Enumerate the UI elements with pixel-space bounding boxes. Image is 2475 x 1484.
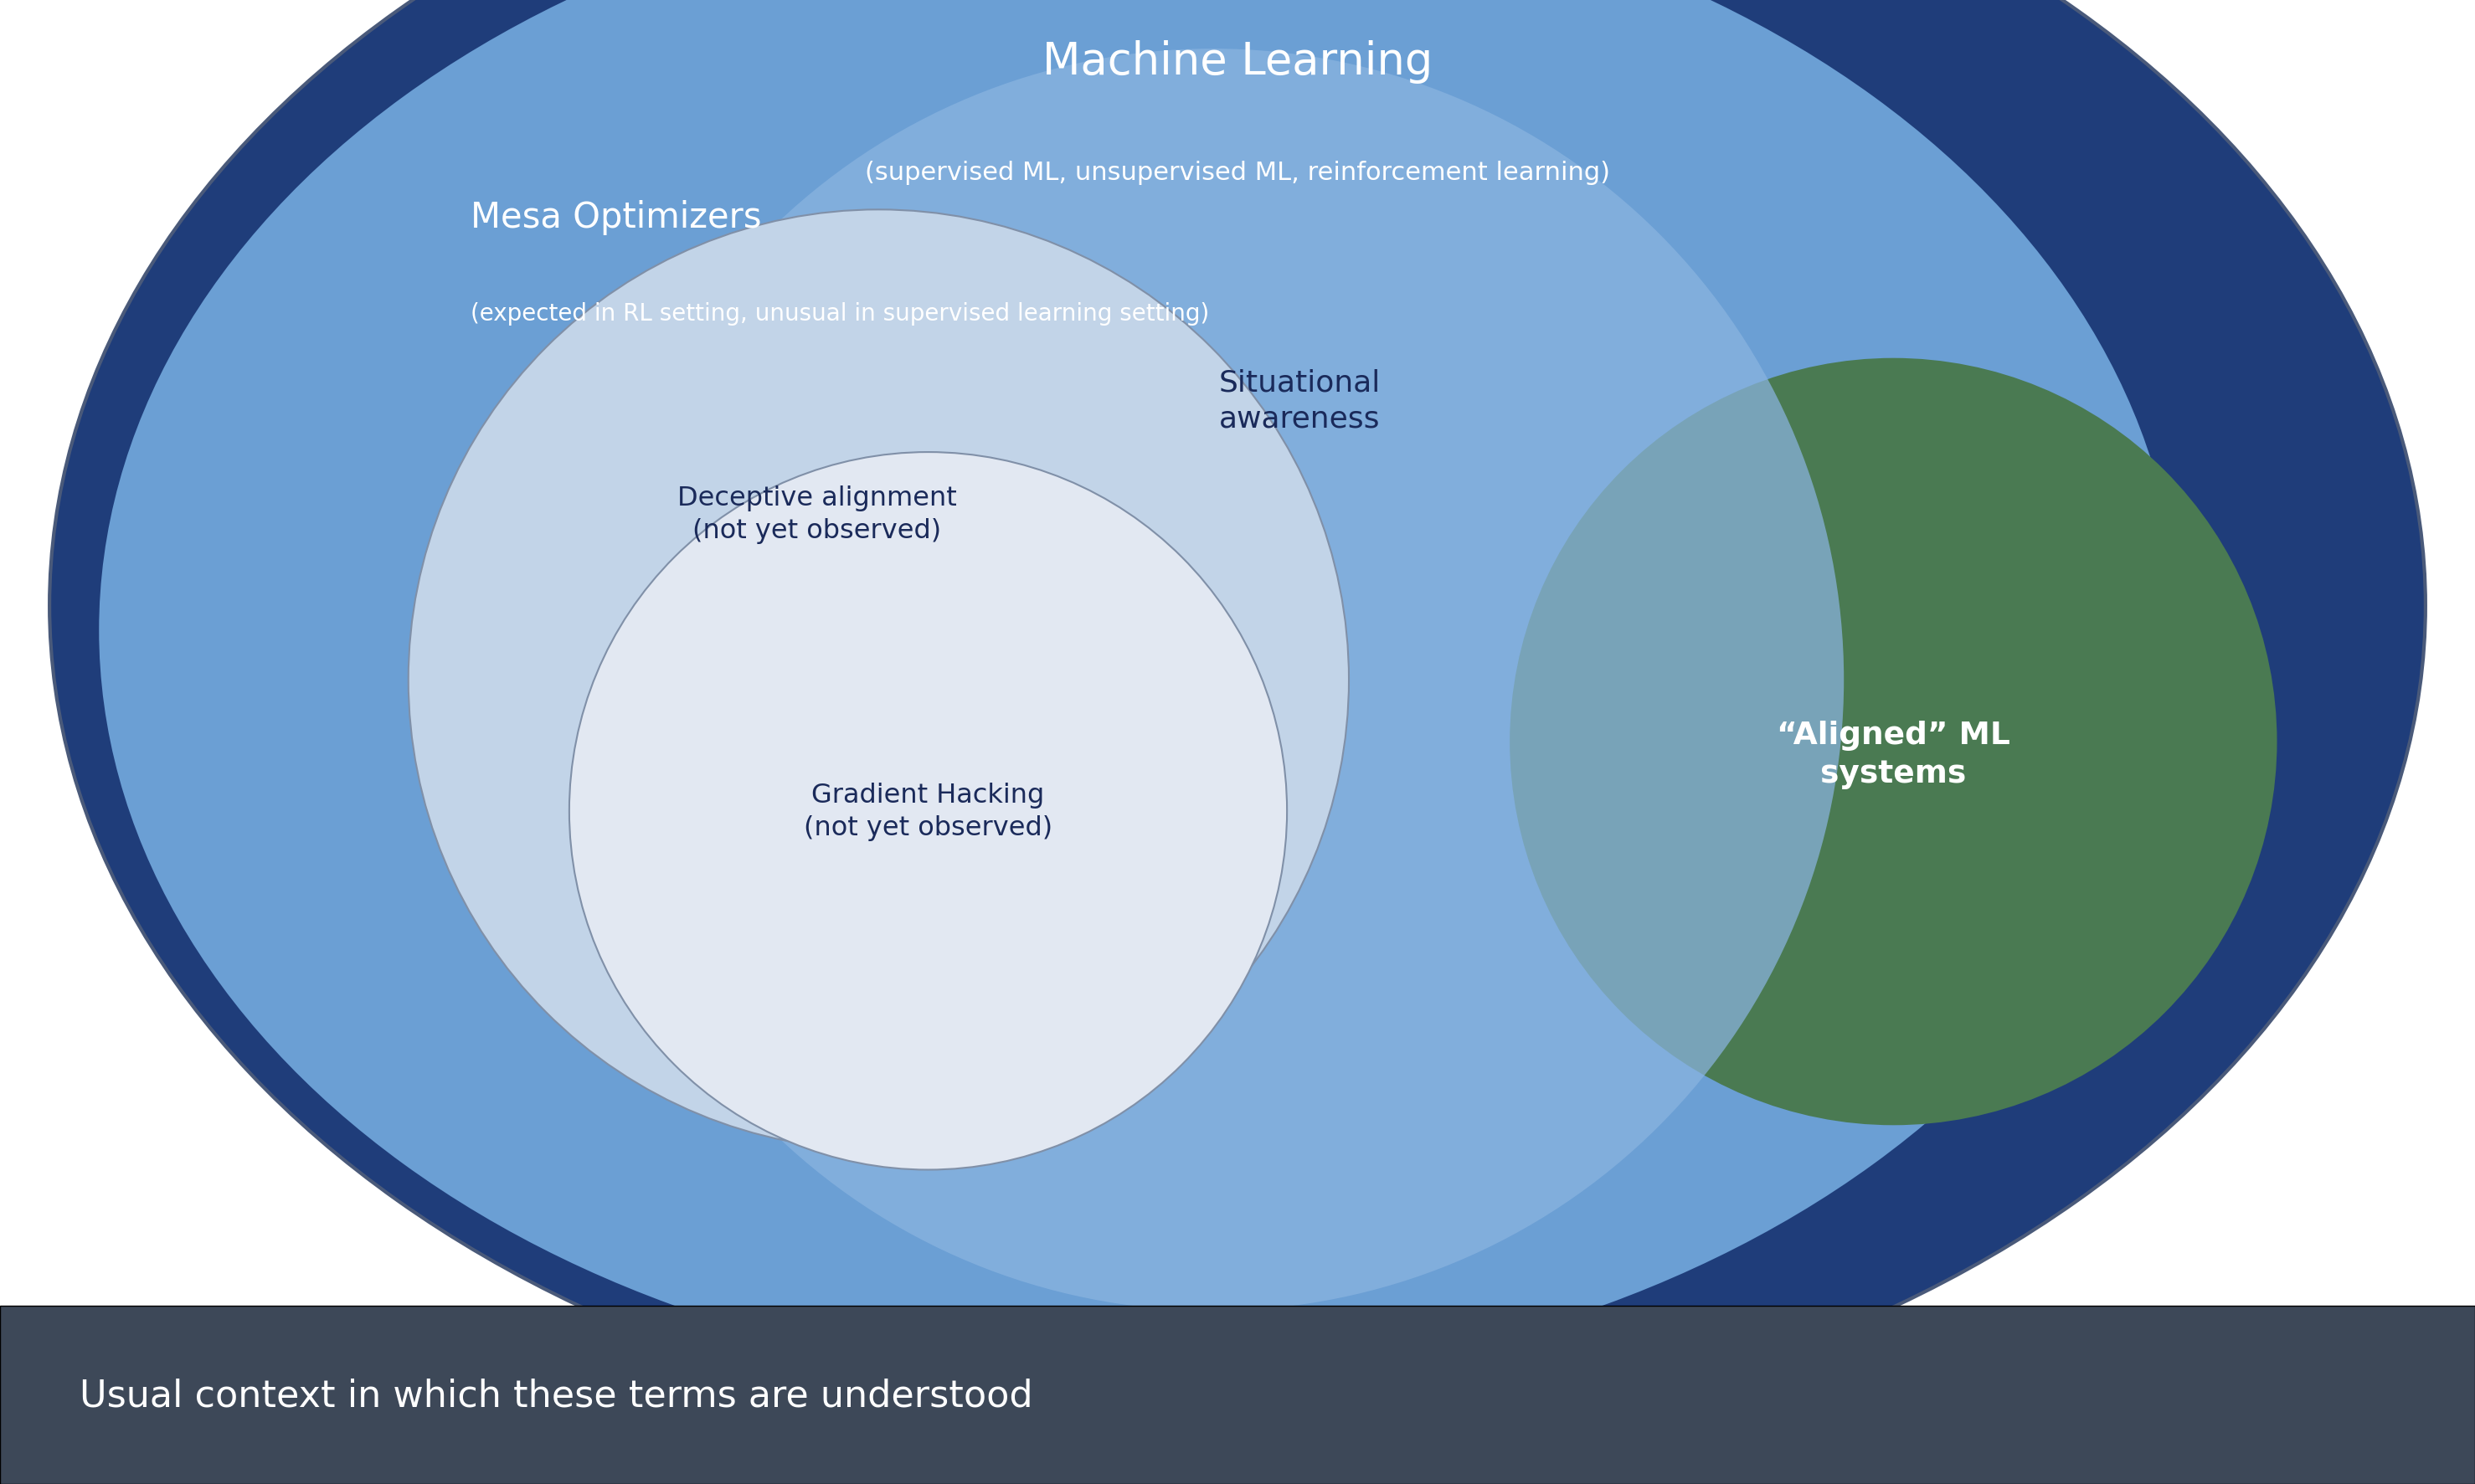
Circle shape	[569, 453, 1287, 1169]
Text: (expected in RL setting, unusual in supervised learning setting): (expected in RL setting, unusual in supe…	[470, 303, 1208, 326]
Text: Usual context in which these terms are understood: Usual context in which these terms are u…	[79, 1377, 1032, 1413]
Ellipse shape	[99, 0, 2178, 1385]
Circle shape	[408, 211, 1349, 1150]
Text: “Aligned” ML
systems: “Aligned” ML systems	[1777, 720, 2010, 788]
Text: Situational
awareness: Situational awareness	[1218, 368, 1381, 433]
Circle shape	[582, 49, 1844, 1310]
Text: (supervised ML, unsupervised ML, reinforcement learning): (supervised ML, unsupervised ML, reinfor…	[864, 160, 1611, 186]
Ellipse shape	[50, 0, 2425, 1447]
FancyBboxPatch shape	[0, 1306, 2475, 1484]
Text: Deceptive alignment
(not yet observed): Deceptive alignment (not yet observed)	[678, 485, 955, 545]
Circle shape	[1510, 359, 2277, 1125]
Text: Mesa Optimizers: Mesa Optimizers	[470, 200, 762, 236]
Text: Machine Learning: Machine Learning	[1042, 40, 1433, 83]
Text: Gradient Hacking
(not yet observed): Gradient Hacking (not yet observed)	[804, 782, 1052, 841]
